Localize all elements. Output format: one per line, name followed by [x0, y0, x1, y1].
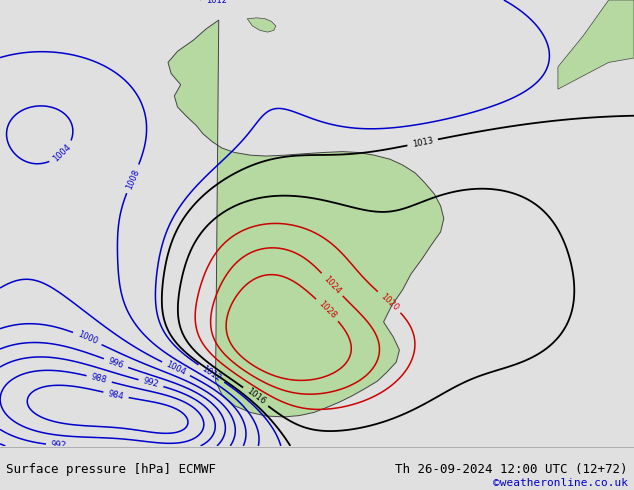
Text: 1028: 1028	[316, 299, 338, 320]
Text: Surface pressure [hPa] ECMWF: Surface pressure [hPa] ECMWF	[6, 463, 216, 476]
Text: Th 26-09-2024 12:00 UTC (12+72): Th 26-09-2024 12:00 UTC (12+72)	[395, 463, 628, 476]
Text: 1012: 1012	[200, 364, 223, 383]
Text: 1008: 1008	[124, 167, 141, 190]
Text: 992: 992	[142, 377, 160, 390]
Polygon shape	[247, 18, 276, 32]
Text: 992: 992	[51, 440, 67, 450]
Text: 1024: 1024	[321, 274, 342, 295]
Text: 1000: 1000	[76, 330, 99, 346]
Text: 1004: 1004	[165, 360, 188, 377]
Polygon shape	[168, 20, 444, 417]
Text: 1020: 1020	[378, 292, 400, 312]
Text: ©weatheronline.co.uk: ©weatheronline.co.uk	[493, 478, 628, 488]
Text: 996: 996	[107, 356, 125, 370]
Text: 1013: 1013	[411, 136, 434, 149]
Text: 1004: 1004	[51, 143, 73, 164]
Text: 1016: 1016	[245, 387, 267, 407]
Text: 984: 984	[107, 389, 125, 401]
Polygon shape	[558, 0, 634, 89]
Text: 988: 988	[90, 372, 108, 385]
Text: 1012: 1012	[205, 0, 226, 5]
